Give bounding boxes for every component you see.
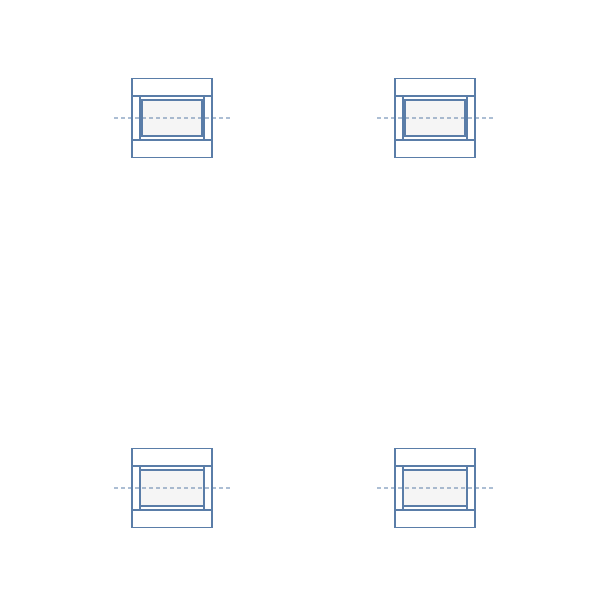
bearing-top-right: [377, 78, 493, 158]
bearing-bottom-left: [114, 448, 230, 528]
bearing-bottom-right: [377, 448, 493, 528]
bearing-top-left: [114, 78, 230, 158]
